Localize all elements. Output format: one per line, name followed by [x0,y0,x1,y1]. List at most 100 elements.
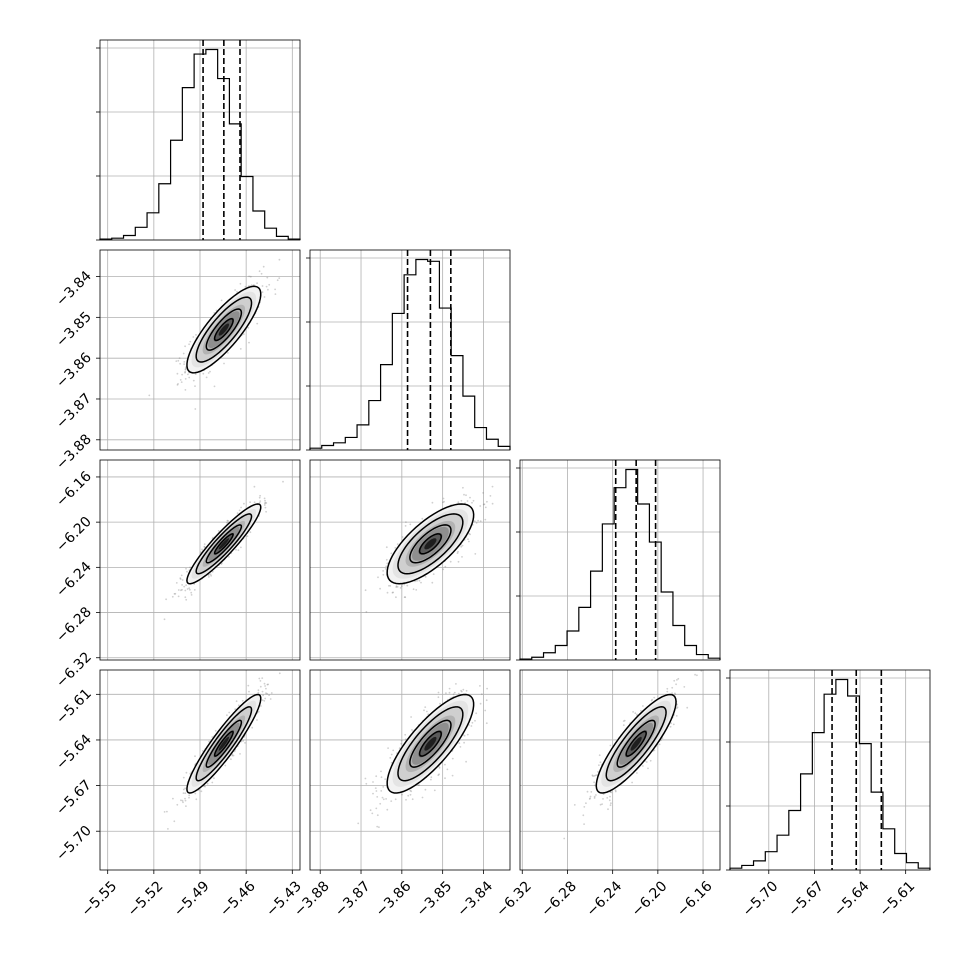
scatter-point [261,699,264,701]
xtick-label-1-1: −3.87 [332,878,374,920]
scatter-point [232,754,235,757]
scatter-point [385,798,387,800]
scatter-point [467,538,469,541]
xtick-label-3-1: −5.67 [785,878,827,920]
scatter-point [640,709,642,712]
scatter-point [192,336,195,338]
scatter-point [181,579,184,581]
scatter-point [182,801,184,804]
scatter-point [264,697,267,700]
scatter-point [364,777,367,780]
scatter-point [213,777,215,780]
scatter-point [673,679,676,682]
scatter-point [456,552,459,554]
scatter-point [439,702,441,705]
scatter-point [220,299,223,302]
ytick-label-2-4: −6.16 [53,468,95,510]
scatter-point [183,363,186,365]
ytick-label-2-0: −6.32 [53,649,95,691]
scatter-panel-0-1 [99,249,301,451]
scatter-point [244,285,247,288]
histogram-panel-1 [306,249,511,451]
scatter-point [238,509,241,512]
scatter-point [266,683,269,686]
scatter-point [166,810,168,813]
scatter-point [375,790,378,792]
scatter-point [264,502,266,505]
scatter-point [651,698,654,701]
scatter-point [179,379,182,381]
scatter-point [195,334,197,336]
scatter-point [400,742,403,745]
scatter-point [264,499,266,502]
histogram-step-3 [729,678,931,870]
scatter-point [388,584,390,587]
scatter-point [437,696,440,699]
contour-line-0-2-0 [186,503,262,585]
scatter-point [391,591,394,594]
scatter-point [249,275,252,278]
scatter-point [261,690,264,693]
scatter-point [209,573,212,576]
scatter-point [184,792,187,795]
scatter-point [469,533,471,536]
contour-line-0-2-2 [205,524,243,564]
scatter-point [182,792,185,794]
scatter-point [182,776,185,779]
scatter-point [376,825,379,828]
scatter-point [642,765,644,767]
scatter-point [260,272,263,275]
scatter-point [282,480,284,483]
scatter-point [251,726,254,729]
scatter-point [410,790,413,793]
scatter-point [376,796,379,798]
scatter-point [186,570,188,573]
density-fill-0-3-6 [218,736,230,751]
scatter-point [234,289,237,291]
scatter-point [597,770,599,773]
ytick-label-1-3: −3.85 [53,309,95,351]
scatter-point [589,795,592,798]
scatter-point [473,520,476,523]
scatter-point [364,589,367,592]
scatter-point [231,753,234,756]
ytick-label-1-4: −3.84 [53,268,95,310]
contour-line-1-3-0 [386,693,475,794]
scatter-point [460,689,462,692]
scatter-point [396,586,399,588]
scatter-point [258,677,261,680]
scatter-point [461,544,464,547]
scatter-point [460,690,463,693]
scatter-point [241,699,244,702]
scatter-point [477,519,479,522]
contour-line-1-3-1 [397,706,464,782]
scatter-point [676,706,679,709]
density-fill-2-3-6 [630,736,642,751]
contour-line-0-3-2 [205,719,243,768]
scatter-point [479,505,482,507]
scatter-point [694,673,696,676]
scatter-point [634,712,637,715]
histogram-frame-2 [519,459,721,661]
scatter-point [444,565,447,568]
scatter-point [601,803,603,805]
scatter-point [278,672,281,675]
ytick-label-2-1: −6.28 [53,604,95,646]
density-fill-1-3-6 [424,736,437,751]
scatter-point [188,376,191,379]
scatter-point [588,798,591,800]
histogram-step-2 [519,468,721,660]
scatter-point [175,582,178,584]
scatter-point [389,585,392,587]
scatter-point [193,589,196,591]
ytick-label-3-3: −5.61 [53,686,95,728]
xtick-label-0-0: −5.55 [79,878,121,920]
scatter-point [479,520,482,522]
scatter-point [167,828,169,830]
scatter-point [180,574,183,577]
scatter-point [240,546,242,549]
scatter-point [184,368,187,370]
scatter-point [442,501,444,504]
contour-line-1-2-1 [397,513,464,575]
